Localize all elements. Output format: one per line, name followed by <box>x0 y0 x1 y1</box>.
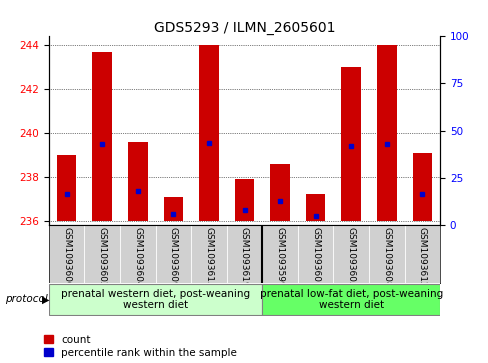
Text: prenatal western diet, post-weaning
western diet: prenatal western diet, post-weaning west… <box>61 289 250 310</box>
Bar <box>163 196 183 221</box>
Bar <box>262 284 439 315</box>
Text: GSM1093615: GSM1093615 <box>204 227 213 287</box>
Text: GSM1093599: GSM1093599 <box>275 227 284 287</box>
Text: GSM1093608: GSM1093608 <box>382 227 390 287</box>
Text: GSM1093601: GSM1093601 <box>310 227 320 287</box>
Bar <box>92 52 112 221</box>
Text: GSM1093609: GSM1093609 <box>168 227 178 287</box>
Bar <box>270 164 289 221</box>
Text: GSM1093612: GSM1093612 <box>417 227 426 287</box>
Bar <box>49 284 262 315</box>
Bar <box>199 45 218 221</box>
Title: GDS5293 / ILMN_2605601: GDS5293 / ILMN_2605601 <box>153 21 335 35</box>
Text: protocol: protocol <box>5 294 47 305</box>
Bar <box>305 194 325 221</box>
Text: GSM1093600: GSM1093600 <box>62 227 71 287</box>
Bar <box>57 155 76 221</box>
Text: ▶: ▶ <box>41 294 49 305</box>
Text: GSM1093604: GSM1093604 <box>133 227 142 287</box>
Text: GSM1093619: GSM1093619 <box>240 227 248 287</box>
Bar <box>234 179 254 221</box>
Text: GSM1093605: GSM1093605 <box>346 227 355 287</box>
Bar <box>128 142 147 221</box>
Text: prenatal low-fat diet, post-weaning
western diet: prenatal low-fat diet, post-weaning west… <box>259 289 442 310</box>
Bar <box>412 152 431 221</box>
Text: GSM1093602: GSM1093602 <box>98 227 106 287</box>
Bar <box>376 45 396 221</box>
Legend: count, percentile rank within the sample: count, percentile rank within the sample <box>44 335 236 358</box>
Bar <box>341 67 360 221</box>
